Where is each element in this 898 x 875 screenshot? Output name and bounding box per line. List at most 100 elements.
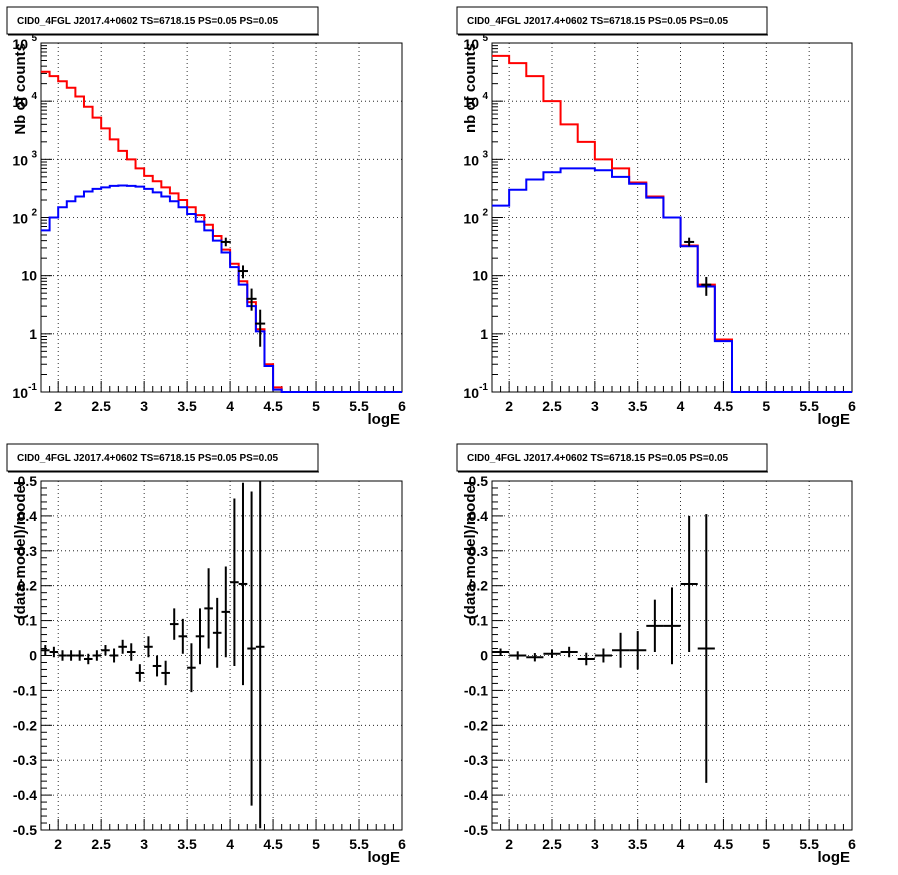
x-tick-label: 5 — [762, 836, 770, 852]
residual-point — [629, 631, 647, 670]
residual-point — [526, 653, 544, 662]
y-tick-exponent: 3 — [31, 149, 37, 160]
residual-point — [221, 566, 231, 658]
y-tick-label: -0.5 — [464, 822, 488, 838]
x-tick-label: 2.5 — [542, 836, 562, 852]
y-tick-label: 0.4 — [469, 508, 489, 524]
residual-point — [195, 608, 205, 665]
x-tick-label: 4 — [226, 398, 234, 414]
y-tick-label: 1 — [29, 326, 37, 342]
residual-point — [169, 608, 179, 640]
y-tick-label: 10 — [472, 268, 488, 284]
y-tick-label: -0.5 — [13, 822, 37, 838]
residual-point — [543, 649, 561, 658]
x-axis: 2 2.5 3 3.5 4 4.5 5 5.5 6 — [491, 381, 856, 414]
x-tick-label: 3 — [140, 836, 148, 852]
histogram-series — [492, 167, 852, 393]
y-tick-exponent: 4 — [482, 91, 488, 102]
residual-point — [49, 646, 59, 658]
residual-point — [144, 636, 153, 658]
y-tick-label: 0 — [29, 648, 37, 664]
x-tick-label: 2 — [54, 836, 62, 852]
residual-point — [83, 653, 93, 665]
x-tick-label: 4.5 — [714, 836, 734, 852]
data-point — [701, 276, 712, 296]
x-tick-label: 2 — [54, 398, 62, 414]
x-axis: 2 2.5 3 3.5 4 4.5 5 5.5 6 — [40, 381, 406, 414]
residual-point — [577, 652, 595, 666]
y-axis: -0.5 -0.4 -0.3 -0.2 -0.1 0 0.1 0.2 0.3 0.4 0.5 — [13, 473, 52, 838]
x-tick-label: 5.5 — [799, 398, 819, 414]
residual-point — [560, 646, 578, 658]
residual-point — [109, 648, 119, 663]
residual-point — [646, 599, 664, 653]
x-tick-label: 4 — [677, 836, 685, 852]
x-axis-title: logE — [368, 849, 401, 866]
x-tick-label: 6 — [848, 398, 856, 414]
residual-point — [492, 648, 510, 656]
x-axis: 2 2.5 3 3.5 4 4.5 5 5.5 6 — [491, 819, 856, 852]
title-box — [6, 443, 319, 472]
y-tick-label: -0.4 — [13, 787, 37, 803]
y-tick-exponent: 2 — [31, 208, 37, 219]
y-tick-label: 10 — [12, 152, 28, 168]
title-box — [456, 443, 768, 472]
y-tick-label: 10 — [12, 36, 28, 52]
residual-point — [204, 568, 213, 649]
x-tick-label: 2 — [505, 836, 513, 852]
residual-point — [152, 655, 162, 677]
x-tick-label: 2.5 — [91, 398, 111, 414]
chart-panel-bottom-left: 2 2.5 3 3.5 4 4.5 5 5.5 6 -0.5 -0.4 -0.3 -0.2 -0.1 0 0.… — [6, 443, 406, 866]
x-tick-label: 3.5 — [628, 398, 648, 414]
x-tick-label: 5 — [312, 398, 320, 414]
residual-point — [697, 514, 715, 783]
y-tick-label: 10 — [21, 268, 37, 284]
y-tick-label: -0.1 — [13, 682, 37, 698]
residual-point — [255, 481, 265, 829]
residual-point — [126, 643, 136, 661]
y-tick-label: -0.3 — [13, 752, 37, 768]
title-box — [456, 6, 768, 35]
residual-point — [612, 632, 630, 668]
y-axis-title: nb of counts — [462, 43, 479, 133]
residual-point — [101, 645, 110, 656]
y-tick-label: 0.4 — [18, 508, 38, 524]
y-tick-label: 10 — [12, 211, 28, 227]
y-axis-title: (data-model)/model — [12, 481, 29, 619]
x-tick-label: 4.5 — [714, 398, 734, 414]
residual-point — [594, 648, 612, 663]
residual-point — [178, 618, 188, 654]
y-tick-exponent: 5 — [482, 33, 488, 44]
y-tick-label: 0.2 — [18, 578, 38, 594]
x-tick-label: 5.5 — [349, 836, 369, 852]
residual-point — [118, 639, 127, 654]
y-tick-exponent: -1 — [479, 382, 488, 393]
data-point — [237, 265, 248, 279]
x-axis-title: logE — [818, 849, 851, 866]
x-tick-label: 3 — [591, 398, 599, 414]
y-tick-label: 0.5 — [469, 473, 489, 489]
y-tick-label: 10 — [12, 94, 28, 110]
residual-point — [135, 664, 145, 682]
data-point — [246, 288, 257, 311]
residual-point — [187, 643, 196, 693]
data-point — [684, 237, 695, 247]
y-tick-label: -0.3 — [464, 752, 488, 768]
x-tick-label: 6 — [398, 836, 406, 852]
y-tick-label: 0.5 — [18, 473, 38, 489]
x-tick-label: 2.5 — [542, 398, 562, 414]
x-tick-label: 3.5 — [628, 836, 648, 852]
x-tick-label: 4 — [226, 836, 234, 852]
y-tick-exponent: 3 — [482, 149, 488, 160]
y-tick-exponent: 2 — [482, 208, 488, 219]
x-tick-label: 3.5 — [177, 836, 197, 852]
y-tick-exponent: 4 — [31, 91, 37, 102]
y-axis: -0.5 -0.4 -0.3 -0.2 -0.1 0 0.1 0.2 0.3 0.4 0.5 — [464, 473, 503, 838]
y-tick-exponent: -1 — [28, 382, 37, 393]
data-point — [255, 309, 266, 347]
chart-title: CID0_4FGL J2017.4+0602 TS=6718.15 PS=0.0… — [17, 453, 279, 464]
residual-point — [161, 660, 170, 686]
x-axis-title: logE — [818, 411, 851, 428]
